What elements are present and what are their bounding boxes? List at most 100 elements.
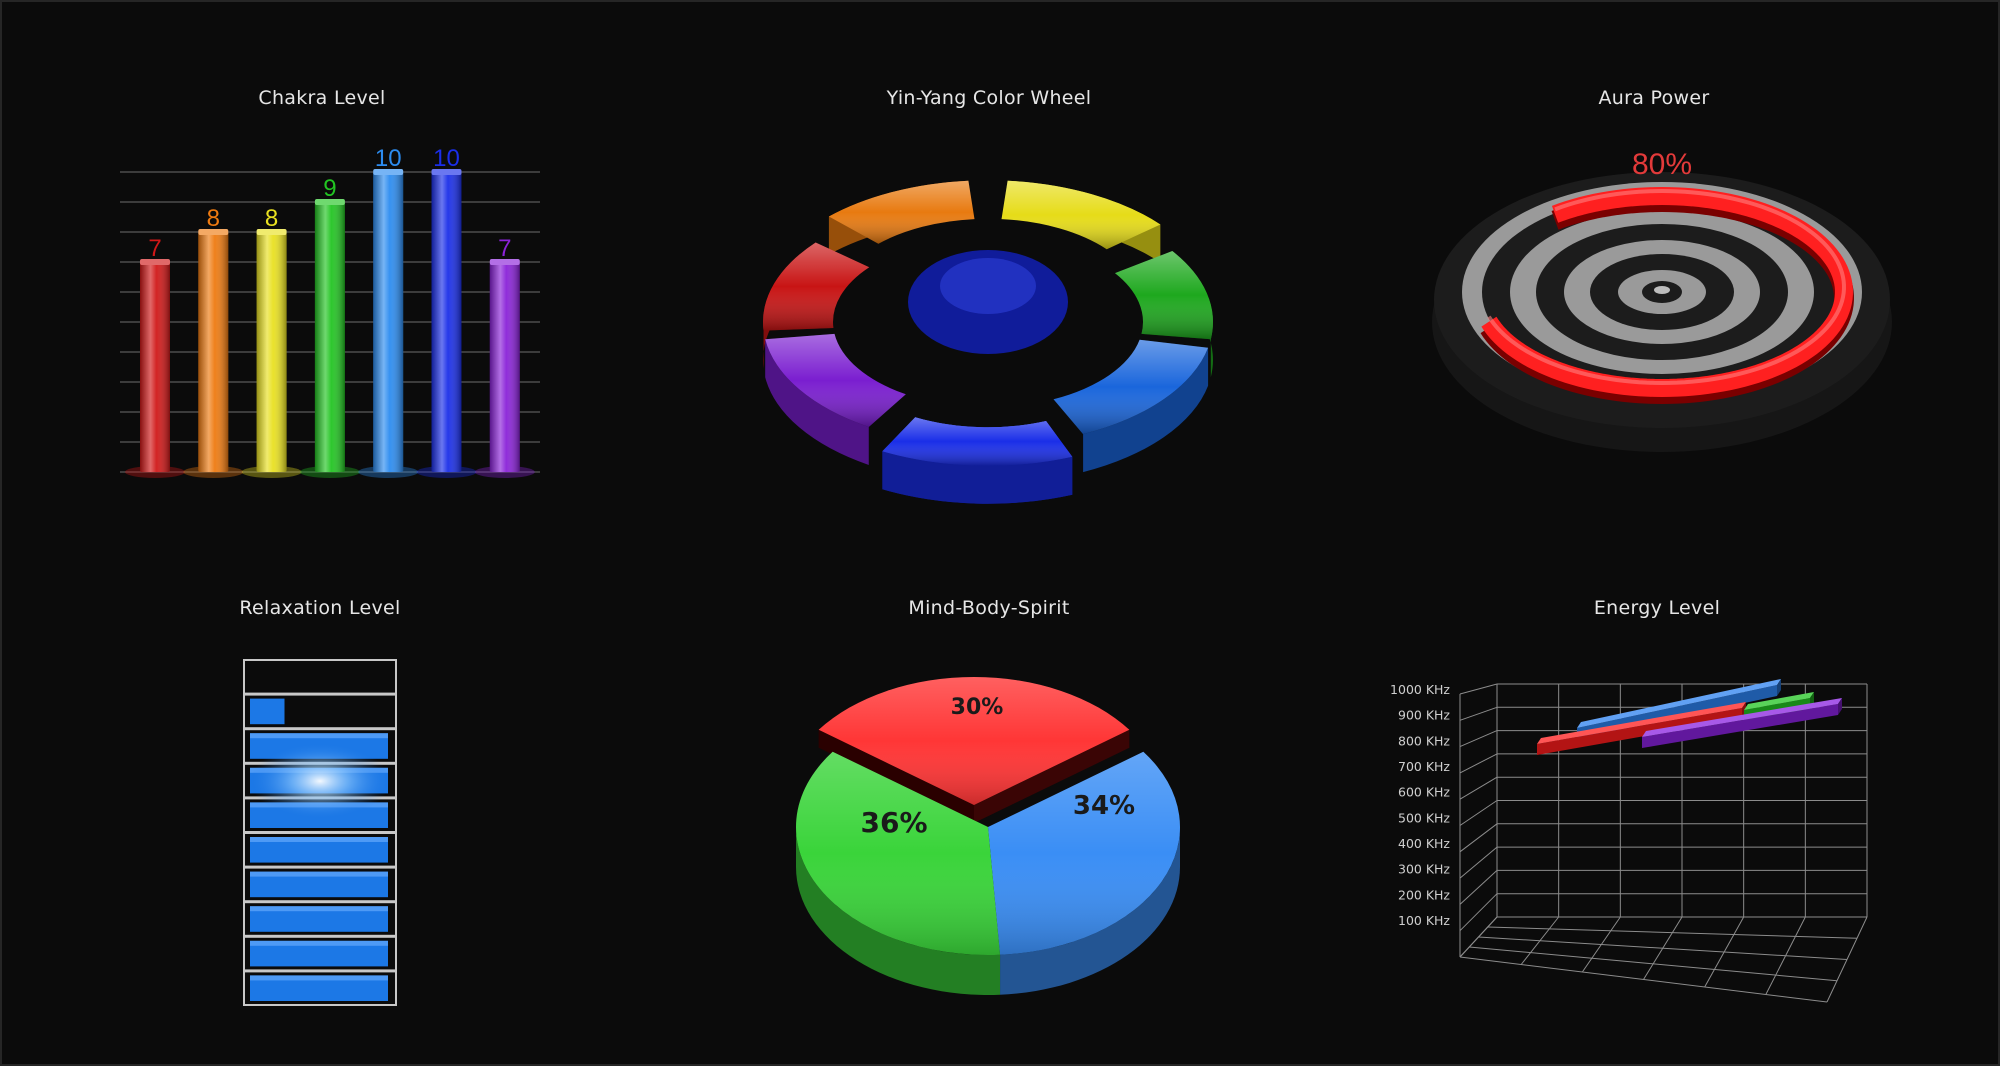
grid-line (1459, 916, 1498, 958)
wheel-center-highlight (940, 258, 1036, 314)
energy-bar-end (1838, 698, 1842, 715)
mind-body-spirit-pie: 30% 34% 36% (796, 677, 1180, 995)
meter-slot (243, 970, 397, 1007)
bar-highlight (256, 232, 287, 472)
data-label: 10 (433, 145, 460, 172)
y-tick-label: 900 KHz (1398, 708, 1450, 723)
data-label: 8 (207, 205, 220, 232)
pie-slice-edge (818, 729, 974, 823)
meter-segment-shine (250, 733, 388, 739)
data-label: 8 (265, 205, 278, 232)
grid-line (1581, 916, 1621, 973)
bar-top (198, 229, 229, 235)
pie-slice-shine (818, 677, 1130, 805)
grid-line (1459, 753, 1498, 774)
bar-top (489, 259, 520, 265)
mbs-title: Mind-Body-Spirit (908, 597, 1070, 619)
wheel-segment-side (882, 451, 1073, 504)
grid-line (1459, 893, 1498, 932)
meter-slot (243, 693, 397, 730)
grid-line (1459, 683, 1498, 695)
bar-highlight (373, 172, 404, 472)
wheel-segment-side (765, 339, 869, 465)
chakra-chart: 7 8 8 9 10 10 7 (120, 145, 540, 478)
energy-bar-top (1577, 679, 1781, 728)
energy-bar-top (1642, 698, 1842, 737)
energy-3d-chart: 100 KHz 200 KHz 300 KHz 400 KHz 500 KHz 600 K… (1390, 679, 1868, 1003)
relaxation-meter (243, 659, 397, 1007)
meter-segment-shine (250, 975, 388, 981)
grid-line (1704, 916, 1745, 988)
pie-slice-shine (796, 751, 1001, 956)
y-tick-label: 800 KHz (1398, 733, 1450, 748)
pie-slice-shine (988, 751, 1180, 955)
bar-highlight (431, 172, 462, 472)
pie-slice-side (796, 827, 1001, 995)
wheel-title: Yin-Yang Color Wheel (886, 87, 1092, 109)
grid-line (1459, 846, 1498, 879)
bar-highlight (489, 262, 520, 472)
data-label: 7 (498, 235, 511, 262)
wheel-segment-shine (765, 333, 906, 427)
grid-line (1459, 776, 1498, 800)
grid-line (1459, 800, 1498, 826)
bar-top (373, 169, 404, 175)
meter-glow (250, 743, 390, 820)
aura-center (1654, 286, 1670, 294)
bar-highlight (140, 262, 170, 472)
bar-top (431, 169, 462, 175)
grid-line (1826, 916, 1868, 1003)
energy-bar-top (1744, 692, 1814, 710)
y-tick-label: 600 KHz (1398, 785, 1450, 800)
meter-segment-shine (250, 906, 388, 912)
wheel-segment-shine (882, 417, 1073, 466)
pie-label: 34% (1073, 791, 1135, 821)
wheel-segment-side (1083, 347, 1209, 473)
aura-gauge: 80% (1432, 148, 1892, 452)
data-label: 9 (323, 175, 336, 202)
energy-title: Energy Level (1593, 597, 1721, 619)
meter-segment-partial (250, 698, 285, 725)
aura-title: Aura Power (1598, 87, 1710, 109)
meter-slot (243, 935, 397, 972)
meter-segment-shine (250, 871, 388, 877)
energy-bar-end (1777, 679, 1781, 696)
pie-slice-side (1000, 827, 1180, 995)
y-tick-label: 200 KHz (1398, 887, 1450, 902)
y-tick-label: 300 KHz (1398, 862, 1450, 877)
data-label: 7 (148, 235, 161, 262)
energy-bar-side (1642, 704, 1838, 748)
color-wheel-chart (762, 180, 1213, 504)
energy-bar-top (1537, 702, 1746, 744)
y-tick-label: 500 KHz (1398, 810, 1450, 825)
chakra-title: Chakra Level (258, 87, 386, 109)
y-tick-label: 400 KHz (1398, 836, 1450, 851)
energy-bar-side (1537, 708, 1742, 755)
grid-line (1520, 916, 1560, 965)
pie-label: 36% (860, 806, 927, 839)
aura-progress-shine (1487, 188, 1846, 386)
grid-line (1459, 730, 1498, 748)
wheel-segment-shine (828, 180, 975, 244)
bar-highlight (314, 202, 345, 472)
meter-slot (243, 659, 397, 695)
meter-segment-shine (250, 837, 388, 842)
wheel-segment-shine (1001, 180, 1161, 250)
bar-top (256, 229, 287, 235)
pie-label: 30% (951, 695, 1004, 720)
grid-line (1459, 706, 1498, 721)
grid-line (1459, 870, 1498, 905)
y-tick-label: 100 KHz (1398, 913, 1450, 928)
meter-segment-shine (250, 940, 388, 946)
wheel-segment-shine (1114, 251, 1213, 340)
y-tick-label: 1000 KHz (1390, 682, 1450, 697)
relax-title: Relaxation Level (239, 597, 401, 619)
grid-line (1765, 916, 1806, 995)
grid-line (1643, 916, 1683, 980)
bar-top (140, 259, 170, 265)
wheel-segment-shine (763, 242, 870, 331)
meter-slot (243, 866, 397, 903)
y-tick-label: 700 KHz (1398, 759, 1450, 774)
